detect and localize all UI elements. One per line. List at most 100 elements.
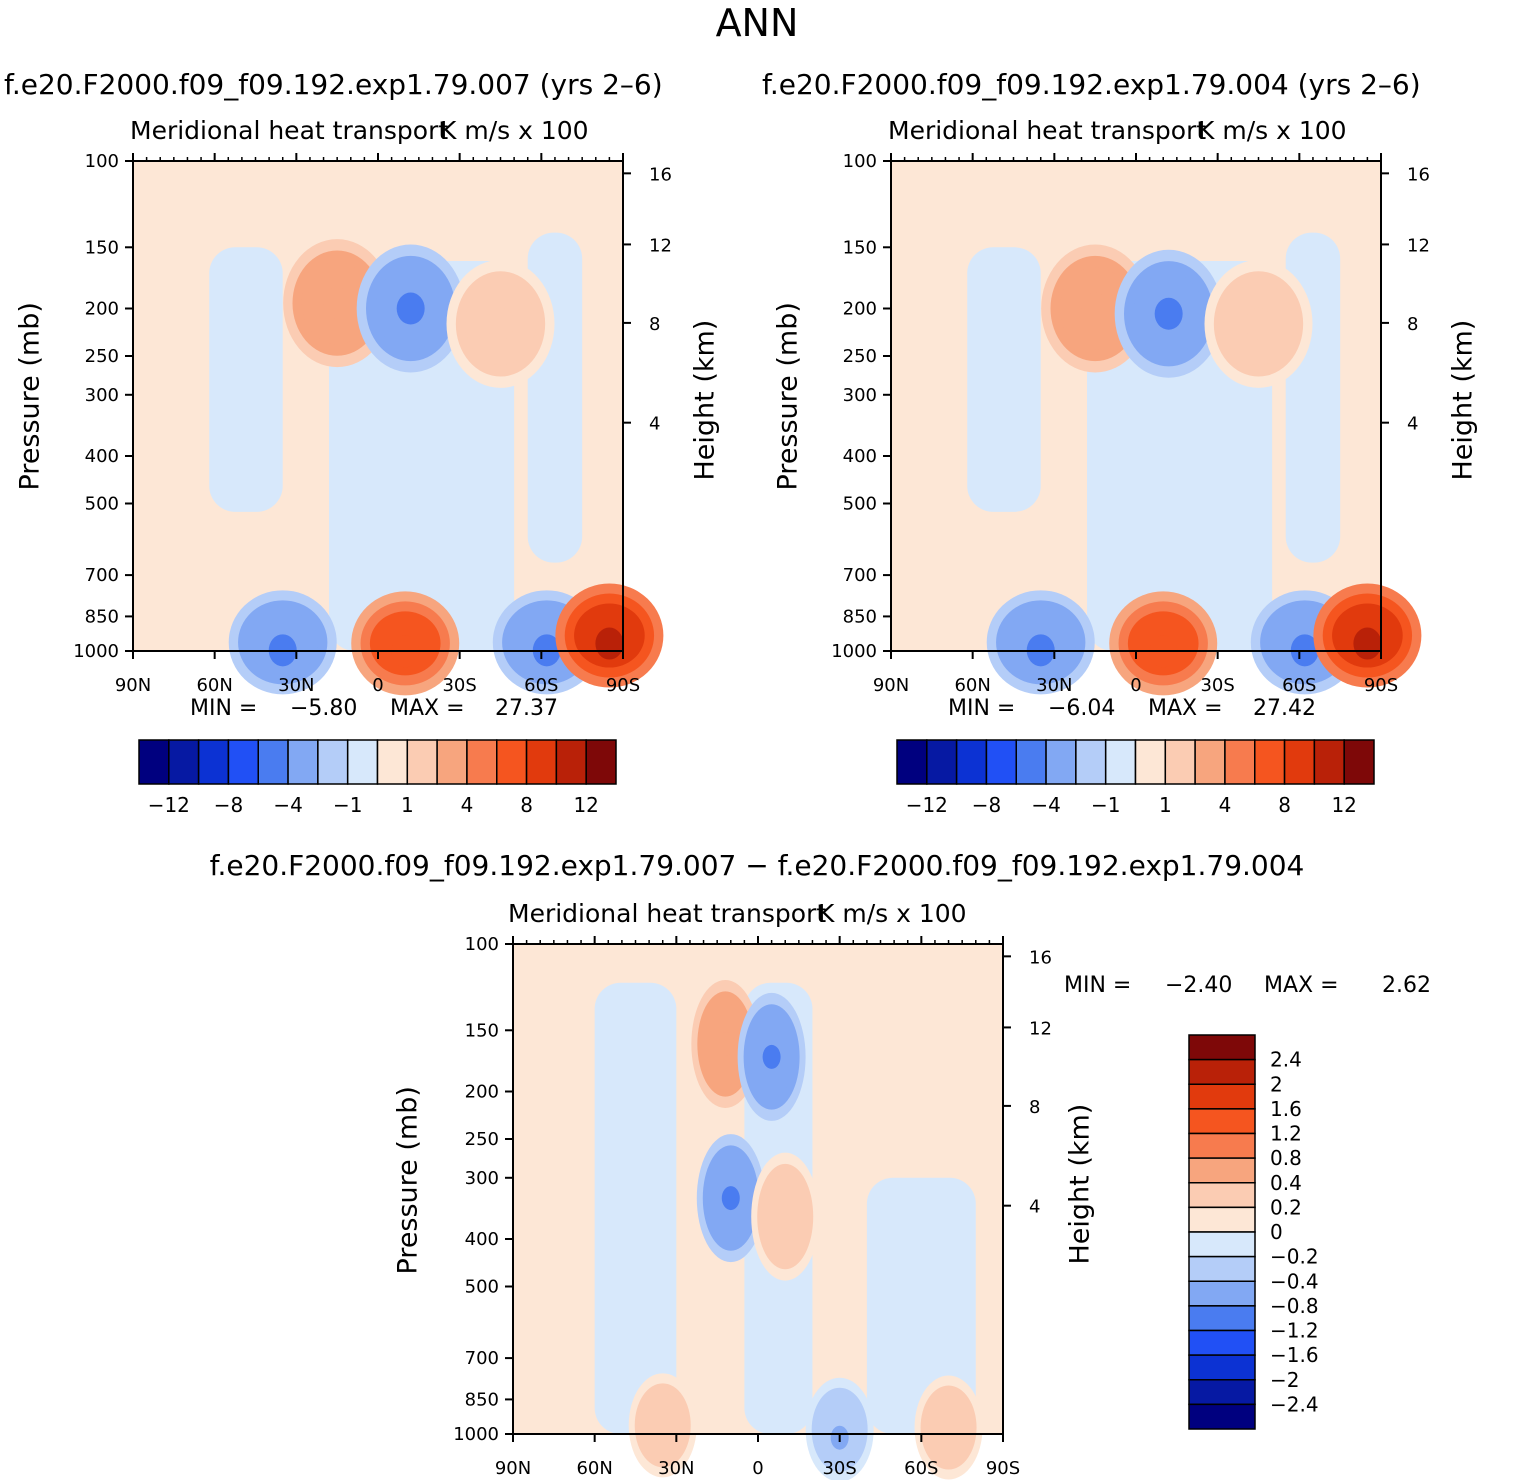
colorbar-1-label: 8 (520, 793, 533, 817)
colorbar-2-box (926, 739, 958, 785)
colorbar-1: −12 −8 −4 −1 1 4 8 12 (138, 739, 617, 817)
panel3-ytick-label: 850 (465, 1389, 499, 1410)
panel3-ytick-label: 200 (465, 1082, 499, 1103)
colorbar-2-box (1283, 739, 1316, 785)
colorbar-2-label: 12 (1331, 793, 1356, 817)
panel1-contour-1-core (396, 292, 425, 325)
panel2-xtick-label: 60S (1282, 675, 1316, 696)
colorbar-1-box (436, 739, 468, 785)
colorbar-diff-box (1188, 1157, 1256, 1184)
panel2-ytick-label: 200 (843, 299, 877, 320)
colorbar-diff-label: 0 (1270, 1220, 1283, 1244)
colorbar-2-box (985, 739, 1017, 785)
colorbar-diff-label: −0.8 (1270, 1294, 1319, 1318)
colorbar-diff-box (1188, 1379, 1256, 1406)
panel3-case-title: f.e20.F2000.f09_f09.192.exp1.79.007 − f.… (209, 849, 1305, 882)
colorbar-1-box (197, 739, 230, 785)
colorbar-2-box (1194, 739, 1226, 785)
colorbar-diff-box (1188, 1280, 1256, 1307)
panel2-ytick-label: 250 (843, 346, 877, 367)
panel2-max-value: 27.42 (1253, 696, 1316, 721)
panel2-ytick-label: 700 (843, 565, 877, 586)
colorbar-2-box (955, 739, 988, 785)
colorbar-1-label: 12 (573, 793, 598, 817)
colorbar-2-box (1075, 739, 1107, 785)
panel3-ytick-label: 1000 (453, 1424, 499, 1445)
colorbar-2-label: −8 (972, 793, 1001, 817)
panel3-xtick-label: 30N (658, 1458, 694, 1479)
colorbar-2-box (1045, 739, 1077, 785)
panel2-xtick-label: 90S (1364, 675, 1398, 696)
panel1-ytick-label: 500 (85, 493, 119, 514)
panel1-xtick-label: 0 (372, 675, 383, 696)
panel1-ytick-label: 100 (85, 151, 119, 172)
panel1-y2tick-label: 12 (649, 235, 672, 256)
colorbar-diff-box (1188, 1329, 1256, 1356)
panel3-min-value: −2.40 (1165, 973, 1233, 998)
colorbar-1-label: −1 (333, 793, 362, 817)
panel2-contour-1-core (1154, 297, 1183, 330)
colorbar-1-box (257, 739, 289, 785)
panel2-min-label: MIN = (948, 696, 1016, 721)
colorbar-diff-label: 2.4 (1270, 1048, 1302, 1072)
panel2-contour-2-core (1244, 307, 1273, 340)
panel3-contour-0-core (716, 1032, 735, 1057)
panel1-ytick-label: 700 (85, 565, 119, 586)
panel1-xtick-label: 60S (524, 675, 558, 696)
panel3-xtick-label: 60S (904, 1458, 938, 1479)
panel1-ytick-label: 200 (85, 299, 119, 320)
panel2-ytick-label: 1000 (831, 641, 877, 662)
panel1-ytick-label: 400 (85, 446, 119, 467)
colorbar-1-box (466, 739, 498, 785)
panel3-field-title: Meridional heat transport (508, 899, 827, 928)
panel2-xtick-label: 30S (1200, 675, 1234, 696)
panel1-contour-6-core (595, 627, 624, 660)
panel2-field-title: Meridional heat transport (888, 116, 1207, 145)
colorbar-1-box (525, 739, 558, 785)
panel1-min-label: MIN = (190, 696, 258, 721)
panel1-min-value: −5.80 (290, 696, 358, 721)
panel3-max-label: MAX = (1264, 973, 1339, 998)
panel2-xtick-label: 90N (873, 675, 909, 696)
panel2-xtick-label: 60N (954, 675, 990, 696)
panel2-ytick-label: 850 (843, 606, 877, 627)
panel2-ytick-label: 300 (843, 385, 877, 406)
panel2-ytick-label: 500 (843, 493, 877, 514)
panel2-contour-0-core (1081, 292, 1110, 325)
colorbar-1-box (376, 739, 409, 785)
panel3-ytick-label: 400 (465, 1229, 499, 1250)
colorbar-diff: 2.421.61.20.80.40.20−0.2−0.4−0.8−1.2−1.6… (1188, 1034, 1319, 1430)
colorbar-1-box (555, 739, 587, 785)
panel1-y2tick-label: 16 (649, 164, 672, 185)
panel1-field-title: Meridional heat transport (130, 116, 449, 145)
colorbar-diff-box (1188, 1206, 1256, 1233)
panel1-ytick-label: 300 (85, 385, 119, 406)
panel3-ytick-label: 700 (465, 1348, 499, 1369)
figure-title: ANN (715, 1, 799, 45)
panel2-contour-6-core (1353, 627, 1382, 660)
panel3-xtick-label: 30S (822, 1458, 856, 1479)
colorbar-1-label: 1 (401, 793, 414, 817)
panel2-units: K m/s x 100 (1198, 116, 1347, 145)
panel3-max-value: 2.62 (1382, 973, 1431, 998)
panel3-y2tick-label: 4 (1029, 1197, 1040, 1218)
panel3-ytick-label: 150 (465, 1020, 499, 1041)
colorbar-1-box (287, 739, 319, 785)
panel3-contour-1-core (762, 1044, 781, 1069)
colorbar-1-box (406, 739, 438, 785)
panel3-negative-band (594, 982, 677, 1434)
panel1-contour-0-core (323, 287, 352, 320)
panel2-case-title: f.e20.F2000.f09_f09.192.exp1.79.004 (yrs… (762, 68, 1421, 101)
panel3-xtick-label: 90N (495, 1458, 531, 1479)
panel3-xtick-label: 60N (576, 1458, 612, 1479)
panel3-plot: 100 150 200 250 300 400 500 700 850 1000 16 12 8 4 90N… (453, 934, 1052, 1480)
colorbar-2-label: 1 (1159, 793, 1172, 817)
colorbar-diff-box (1188, 1354, 1256, 1381)
panel2-negative-band (967, 247, 1041, 512)
panel1-xtick-label: 90N (115, 675, 151, 696)
colorbar-diff-box (1188, 1182, 1256, 1209)
colorbar-diff-box (1188, 1058, 1256, 1085)
panel1-y2tick-label: 4 (649, 414, 660, 435)
panel3-xtick-label: 90S (986, 1458, 1020, 1479)
